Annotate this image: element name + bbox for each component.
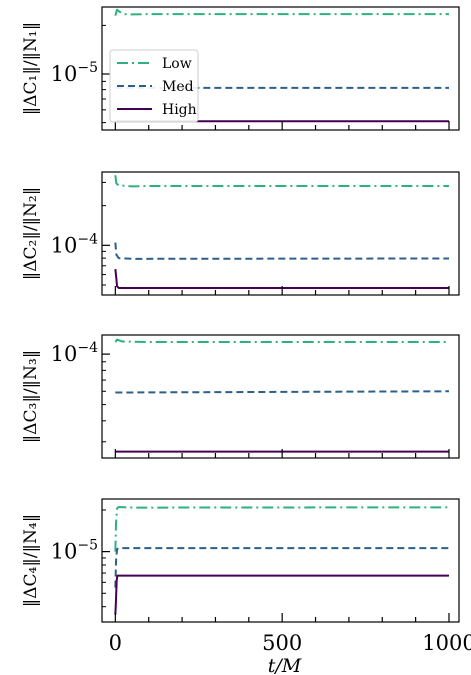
series-line-low — [114, 506, 449, 552]
y-tick-label: 10−5 — [51, 60, 98, 86]
ylabel-c1: ‖ΔC₁‖/‖N₁‖ — [21, 22, 41, 116]
y-tick-label: 10−4 — [51, 340, 98, 366]
axes-frame — [101, 498, 460, 623]
series-line-low — [114, 338, 449, 344]
axes-frame — [101, 334, 460, 459]
legend: Low Med High — [109, 49, 199, 123]
series-line-med — [115, 390, 449, 394]
series-line-low — [114, 175, 449, 188]
panel-2: 10−4 ‖ΔC₂‖/‖N₂‖ — [21, 171, 460, 296]
panel-1: 10−5 ‖ΔC₁‖/‖N₁‖ — [21, 6, 460, 131]
legend-box — [109, 49, 199, 123]
axes-frame — [101, 6, 460, 131]
panel-3: 10−4 ‖ΔC₃‖/‖N₃‖ — [21, 334, 460, 459]
y-tick-label: 10−5 — [51, 538, 98, 564]
x-tick-label: 1000 — [422, 631, 471, 655]
axes-frame — [101, 171, 460, 296]
panel-4: 10−5 ‖ΔC₄‖/‖N₄‖ — [21, 498, 460, 623]
legend-label-high: High — [162, 102, 197, 118]
ylabel-c4: ‖ΔC₄‖/‖N₄‖ — [21, 514, 41, 608]
x-tick-label: 0 — [109, 631, 122, 655]
series-line-med — [114, 547, 449, 588]
x-tick-label: 500 — [262, 631, 302, 655]
legend-label-med: Med — [162, 79, 194, 95]
series-line-med — [114, 242, 449, 260]
legend-label-low: Low — [162, 56, 192, 72]
y-tick-label: 10−4 — [51, 231, 98, 257]
ylabel-c2: ‖ΔC₂‖/‖N₂‖ — [21, 187, 41, 281]
series-line-high — [114, 574, 449, 615]
x-axis-label: t/M — [268, 655, 302, 675]
ylabel-c3: ‖ΔC₃‖/‖N₃‖ — [21, 350, 41, 444]
series-line-high — [114, 269, 449, 289]
series-line-low — [114, 8, 449, 16]
